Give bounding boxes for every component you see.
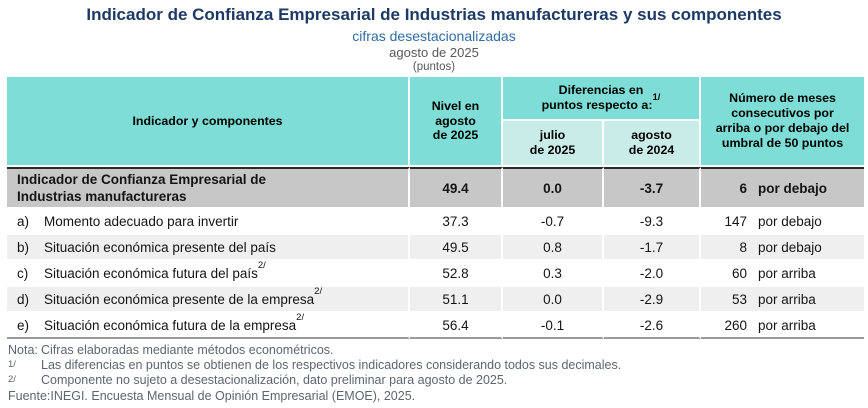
row-marker: e) xyxy=(17,317,30,333)
months-cell: 147 por debajo xyxy=(701,207,865,233)
threshold-position-label: por arriba xyxy=(758,317,816,333)
level-cell: 51.1 xyxy=(410,285,503,311)
footnotes: Nota: Cifras elaboradas mediante métodos … xyxy=(8,343,868,404)
indicator-cell: b) Situación económica presente del país xyxy=(7,233,410,259)
period-label: agosto de 2025 xyxy=(389,45,479,60)
footnote-text: Las diferencias en puntos se obtienen de… xyxy=(41,358,622,373)
table-row: e) Situación económica futura de la empre… xyxy=(7,311,865,339)
footnote-label: 1/ xyxy=(8,359,16,371)
level-cell: 37.3 xyxy=(410,207,503,233)
level-cell: 56.4 xyxy=(410,311,503,339)
diff-agosto-cell: -9.3 xyxy=(604,207,702,233)
table-row: a) Momento adecuado para invertir 37.3 -0.7… xyxy=(7,207,865,233)
row-label: Momento adecuado para invertir xyxy=(44,213,239,229)
row-label: Situación económica presente de la empre… xyxy=(44,291,315,307)
confidence-indicator-table: Indicador y componentes Nivel en agosto … xyxy=(7,77,865,339)
row-label: Situación económica futura del país xyxy=(44,265,258,281)
page-subtitle: cifras desestacionalizadas xyxy=(352,28,516,44)
threshold-position-label: por arriba xyxy=(758,265,816,281)
row-marker: b) xyxy=(17,239,30,255)
indicator-cell: a) Momento adecuado para invertir xyxy=(7,207,410,233)
col-header-level: Nivel en agosto de 2025 xyxy=(410,77,503,167)
months-count: 147 xyxy=(724,213,748,229)
footnote-text: Componente no sujeto a desestacionalizac… xyxy=(41,373,508,388)
footnote-line: 2/Componente no sujeto a desestacionaliz… xyxy=(8,373,868,388)
table-body: Indicador de Confianza Empresarial de In… xyxy=(7,167,865,339)
table-row: c) Situación económica futura del país2/5… xyxy=(7,259,865,285)
col-header-diff-group: Diferencias en puntos respecto a:1/ xyxy=(503,77,702,119)
months-cell: 6 por debajo xyxy=(701,167,865,207)
table-row-main: Indicador de Confianza Empresarial de In… xyxy=(7,167,865,207)
threshold-position-label: por debajo xyxy=(758,239,822,255)
col-header-months: Número de meses consecutivos por arriba … xyxy=(701,77,865,167)
months-count: 60 xyxy=(731,265,748,281)
footnote-label: 2/ xyxy=(8,374,16,386)
diff-agosto-cell: -1.7 xyxy=(604,233,702,259)
level-cell: 49.4 xyxy=(410,167,503,207)
col-header-indicator: Indicador y componentes xyxy=(7,77,410,167)
months-cell: 260 por arriba xyxy=(701,311,865,339)
indicator-cell: e) Situación económica futura de la empre… xyxy=(7,311,410,339)
diff-julio-cell: -0.1 xyxy=(503,311,604,339)
footnote-text: Cifras elaboradas mediante métodos econo… xyxy=(41,343,334,357)
col-header-agosto: agosto de 2024 xyxy=(604,119,702,167)
footnote-ref-2-icon: 2/ xyxy=(296,312,305,323)
title-block: Indicador de Confianza Empresarial de In… xyxy=(0,0,868,74)
row-marker: c) xyxy=(17,265,29,281)
threshold-position-label: por debajo xyxy=(758,213,822,229)
indicator-cell: c) Situación económica futura del país2/ xyxy=(7,259,410,285)
footnote-label: Fuente: xyxy=(8,388,51,403)
col-header-diff-group-label: Diferencias en puntos respecto a: xyxy=(541,83,653,112)
row-label: Situación económica futura de la empresa xyxy=(44,317,297,333)
level-cell: 52.8 xyxy=(410,259,503,285)
diff-agosto-cell: -2.0 xyxy=(604,259,702,285)
diff-julio-cell: 0.3 xyxy=(503,259,604,285)
months-cell: 60 por arriba xyxy=(701,259,865,285)
table-row: b) Situación económica presente del país 4… xyxy=(7,233,865,259)
footnote-ref-1-icon: 1/ xyxy=(652,91,661,103)
table-header: Indicador y componentes Nivel en agosto … xyxy=(7,77,865,167)
row-label: Indicador de Confianza Empresarial de In… xyxy=(17,172,267,204)
diff-agosto-cell: -2.6 xyxy=(604,311,702,339)
months-count: 53 xyxy=(731,291,748,307)
threshold-position-label: por arriba xyxy=(758,291,816,307)
diff-julio-cell: -0.7 xyxy=(503,207,604,233)
indicator-cell: d) Situación económica presente de la emp… xyxy=(7,285,410,311)
unit-label: (puntos) xyxy=(412,61,456,73)
footnote-line: 1/Las diferencias en puntos se obtienen … xyxy=(8,358,868,373)
footnote-ref-2-icon: 2/ xyxy=(257,260,266,271)
diff-julio-cell: 0.0 xyxy=(503,167,604,207)
months-cell: 53 por arriba xyxy=(701,285,865,311)
footnote-line: Fuente: INEGI. Encuesta Mensual de Opinió… xyxy=(8,389,868,404)
footnote-text: INEGI. Encuesta Mensual de Opinión Empre… xyxy=(50,388,416,403)
row-marker: a) xyxy=(17,213,30,229)
diff-julio-cell: 0.8 xyxy=(503,233,604,259)
diff-agosto-cell: -2.9 xyxy=(604,285,702,311)
footnote-ref-2-icon: 2/ xyxy=(314,286,323,297)
diff-julio-cell: 0.0 xyxy=(503,285,604,311)
indicator-cell: Indicador de Confianza Empresarial de In… xyxy=(7,167,410,207)
table-row: d) Situación económica presente de la emp… xyxy=(7,285,865,311)
threshold-position-label: por debajo xyxy=(758,180,828,196)
page-title: Indicador de Confianza Empresarial de In… xyxy=(86,5,782,24)
footnote-line: Nota: Cifras elaboradas mediante métodos … xyxy=(8,343,868,358)
footnote-label: Nota: xyxy=(8,343,38,357)
col-header-julio: julio de 2025 xyxy=(503,119,604,167)
months-count: 6 xyxy=(739,180,748,196)
diff-agosto-cell: -3.7 xyxy=(604,167,702,207)
level-cell: 49.5 xyxy=(410,233,503,259)
row-label: Situación económica presente del país xyxy=(44,239,276,255)
months-count: 260 xyxy=(724,317,748,333)
months-cell: 8 por debajo xyxy=(701,233,865,259)
row-marker: d) xyxy=(17,291,30,307)
months-count: 8 xyxy=(739,239,748,255)
